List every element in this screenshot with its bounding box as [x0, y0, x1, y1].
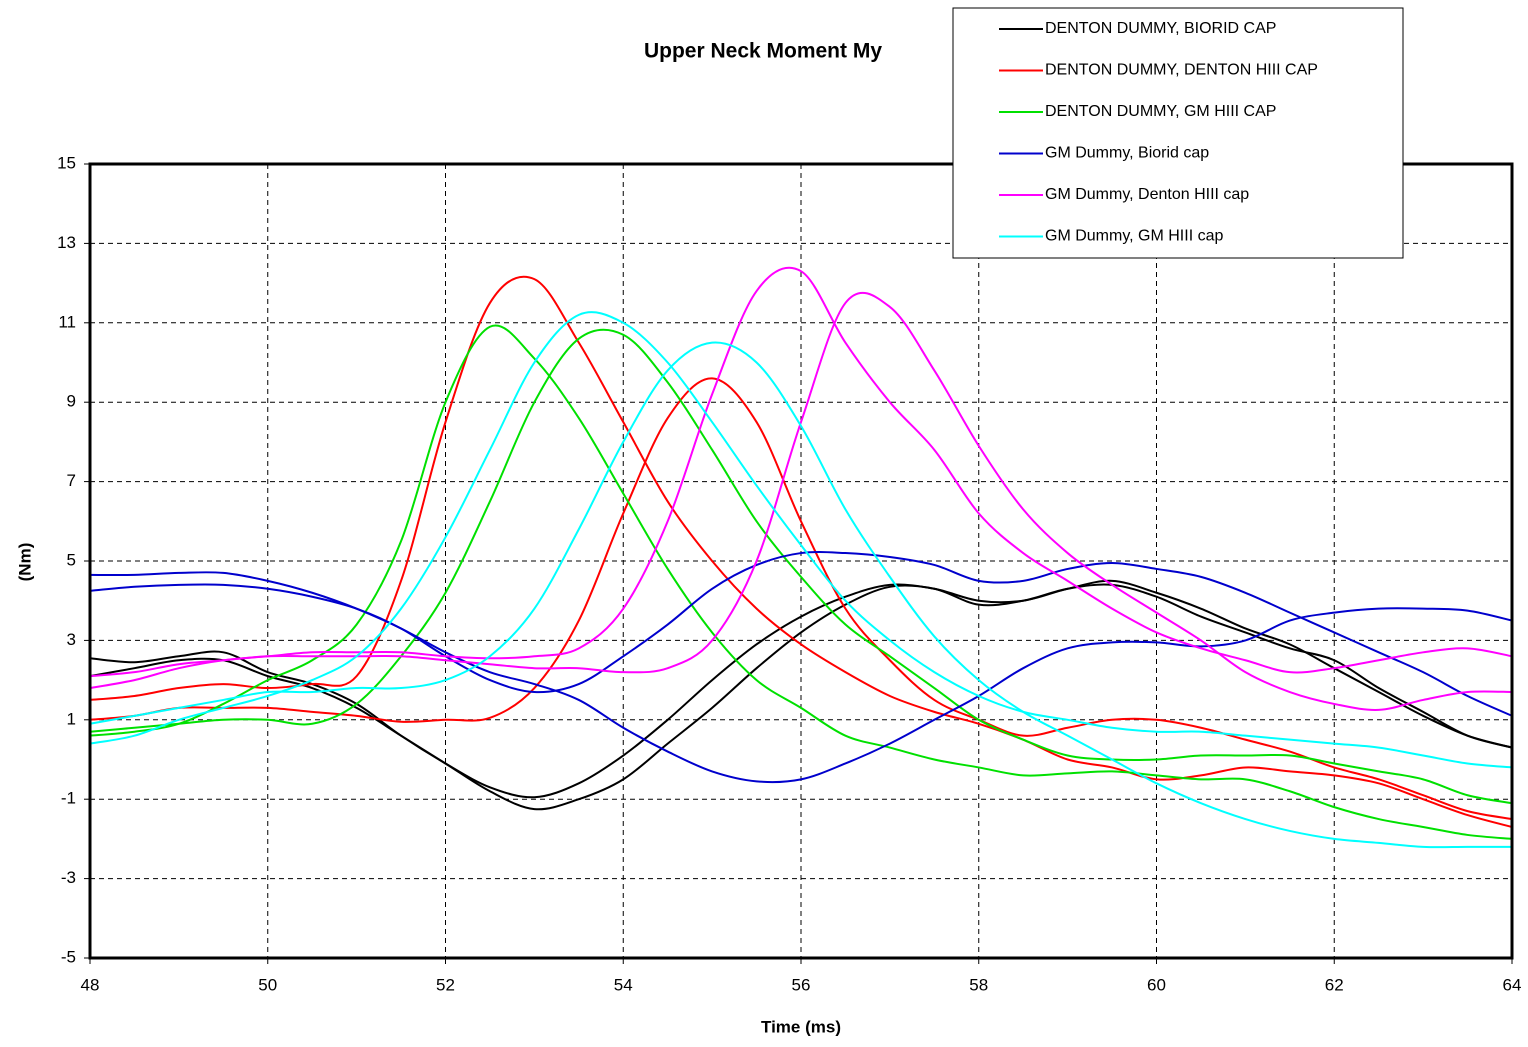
y-axis-label: (Nm)	[15, 543, 34, 582]
series-line	[89, 311, 1513, 769]
series-line	[89, 328, 1513, 805]
series-line	[89, 583, 1513, 811]
y-tick-label: -3	[61, 868, 76, 887]
y-tick-label: -1	[61, 789, 76, 808]
series-line	[89, 324, 1513, 840]
x-tick-label: 48	[81, 975, 100, 994]
y-tick-label: 11	[58, 312, 76, 331]
x-tick-label: 50	[258, 975, 277, 994]
legend-label: GM Dummy, Biorid cap	[1045, 145, 1209, 162]
y-tick-label: 9	[67, 392, 76, 411]
x-tick-label: 60	[1147, 975, 1166, 994]
x-tick-label: 58	[969, 975, 988, 994]
y-tick-label: 13	[57, 233, 76, 252]
series-line	[89, 579, 1513, 799]
y-tick-label: 7	[67, 471, 76, 490]
legend-label: DENTON DUMMY, DENTON HIII CAP	[1045, 62, 1318, 79]
x-tick-label: 62	[1325, 975, 1344, 994]
legend-label: DENTON DUMMY, BIORID CAP	[1045, 20, 1276, 37]
series-line	[89, 341, 1513, 849]
x-tick-label: 56	[792, 975, 811, 994]
x-tick-label: 54	[614, 975, 633, 994]
y-tick-label: -5	[61, 947, 76, 966]
x-tick-label: 64	[1503, 975, 1522, 994]
y-tick-label: 15	[57, 153, 76, 172]
x-axis-label: Time (ms)	[761, 1017, 841, 1036]
plot-frame	[88, 162, 1514, 960]
y-tick-label: 5	[67, 550, 76, 569]
legend-box	[952, 7, 1404, 259]
series-line	[89, 571, 1513, 784]
legend-label: GM Dummy, Denton HIII cap	[1045, 186, 1249, 203]
y-tick-label: 1	[67, 709, 76, 728]
series-line	[89, 275, 1513, 828]
legend-label: DENTON DUMMY, GM HIII CAP	[1045, 103, 1276, 120]
y-tick-label: 3	[67, 630, 76, 649]
series-line	[89, 266, 1513, 690]
chart-title: Upper Neck Moment My	[644, 40, 882, 63]
series-line	[89, 551, 1513, 717]
legend-label: GM Dummy, GM HIII cap	[1045, 228, 1223, 245]
series-line	[89, 291, 1513, 711]
legend: DENTON DUMMY, BIORID CAP DENTON DUMMY, DE…	[952, 7, 1404, 259]
x-tick-label: 52	[436, 975, 455, 994]
